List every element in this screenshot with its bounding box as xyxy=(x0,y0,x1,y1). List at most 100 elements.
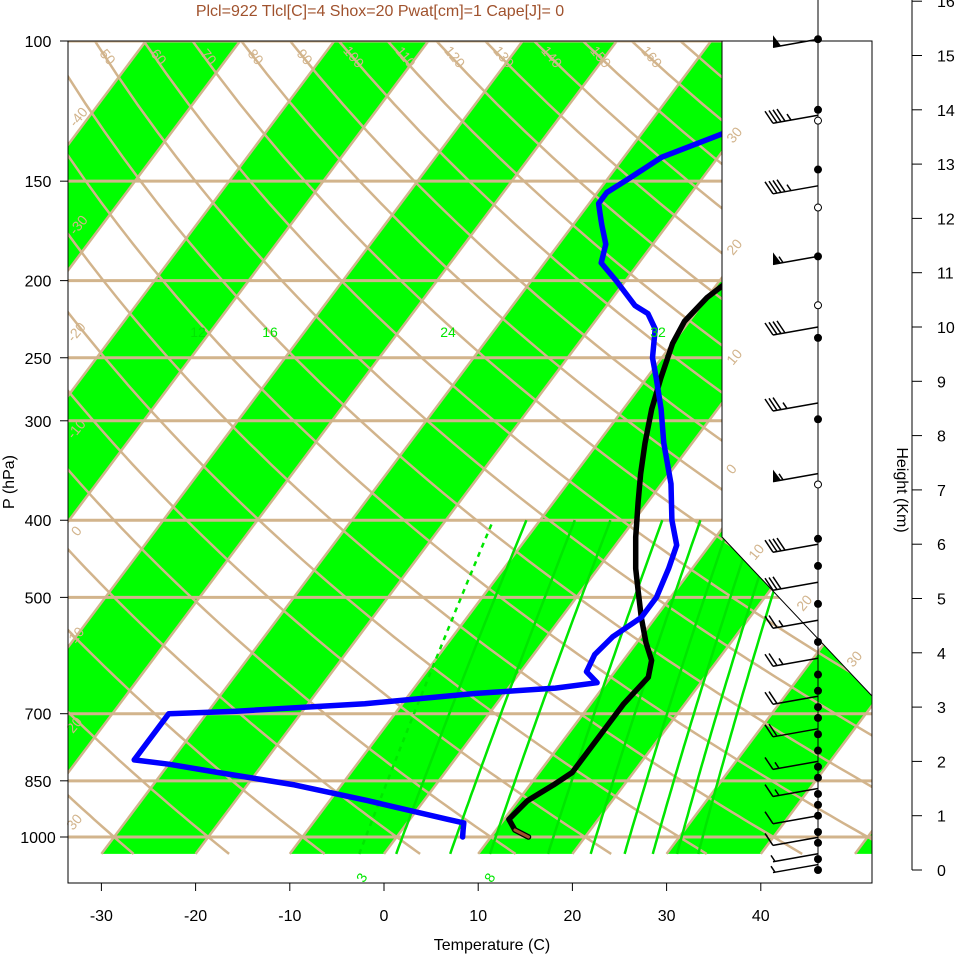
wind-barb-panel xyxy=(764,0,822,874)
height-tick-label: 9 xyxy=(937,374,946,391)
barb-flag xyxy=(776,537,786,551)
x-axis-label: Temperature (C) xyxy=(434,937,550,954)
barb-flag xyxy=(772,109,782,123)
barb-ring xyxy=(814,301,822,310)
isotherm-line xyxy=(68,41,619,775)
barb-flag xyxy=(764,724,774,738)
barb-dot xyxy=(814,773,822,782)
isotherm-line xyxy=(383,201,872,855)
wind-barb xyxy=(772,38,819,48)
dry-adiabat-line xyxy=(68,793,135,855)
height-tick-label: 14 xyxy=(937,103,955,120)
barb-dot xyxy=(814,252,822,261)
barb-flag xyxy=(768,723,778,737)
wind-barb xyxy=(772,619,819,629)
wind-barb xyxy=(772,852,819,863)
barb-flag xyxy=(772,179,782,193)
barb-half-flag xyxy=(770,854,776,862)
dry-adiabat-line xyxy=(191,41,872,638)
barb-flag xyxy=(776,179,786,193)
isotherm-line xyxy=(949,23,961,854)
isotherm-line xyxy=(0,23,65,854)
plot-mask-edge xyxy=(721,41,873,697)
dry-adiabat-line xyxy=(240,41,872,590)
height-tick-label: 8 xyxy=(937,429,946,446)
height-tick-label: 6 xyxy=(937,537,946,554)
x-tick-label: -20 xyxy=(184,908,207,925)
x-tick-label: 40 xyxy=(752,908,770,925)
isotherm-line xyxy=(759,703,872,855)
isotherm-line xyxy=(571,452,872,855)
x-tick-label: -30 xyxy=(90,908,113,925)
dry-adiabat-line xyxy=(68,310,708,855)
isotherm-label: -20 xyxy=(64,319,89,345)
mixing-ratio-line xyxy=(546,519,664,855)
height-tick-label: 11 xyxy=(937,266,954,283)
barb-flag xyxy=(764,756,774,770)
height-tick-label: 13 xyxy=(937,157,955,174)
barb-dot xyxy=(814,855,822,864)
barb-flag xyxy=(768,615,778,628)
isotherm-line xyxy=(68,41,431,524)
x-axis: -30 -20 -10 0 10 20 30 40 xyxy=(90,883,770,925)
barb-flag xyxy=(768,653,778,666)
x-tick-label: 20 xyxy=(564,908,582,925)
barb-flag xyxy=(764,811,774,825)
mixing-ratio-line xyxy=(675,519,779,855)
y-tick-label: 400 xyxy=(25,513,52,530)
temperature-line xyxy=(506,171,872,840)
barb-half-flag xyxy=(778,620,784,627)
y-tick-label: 200 xyxy=(25,274,52,291)
dry-adiabat-line xyxy=(289,41,872,543)
dry-adiabat-line xyxy=(68,628,326,855)
mixing-ratio-line xyxy=(623,519,732,855)
barb-flag xyxy=(772,321,782,334)
height-tick-label: 12 xyxy=(937,211,955,228)
y-tick-label: 250 xyxy=(25,351,52,368)
barb-flag xyxy=(764,691,774,705)
wind-barb xyxy=(772,863,819,874)
height-tick-label: 1 xyxy=(937,809,946,826)
height-tick-label: 15 xyxy=(937,49,955,66)
barb-ring xyxy=(814,480,822,489)
height-tick-label: 0 xyxy=(937,863,946,880)
barb-half-flag xyxy=(770,865,776,873)
barb-dot xyxy=(814,713,822,722)
dry-adiabat-line xyxy=(142,41,872,687)
barb-dot xyxy=(814,703,822,712)
barb-dot xyxy=(814,789,822,798)
barb-dot xyxy=(814,866,822,874)
barb-flag xyxy=(764,833,774,846)
mixing-ratio-line xyxy=(358,519,495,855)
temperature-band xyxy=(0,23,65,854)
barb-flag xyxy=(764,110,774,124)
barb-flag xyxy=(764,322,774,336)
isotherm-line xyxy=(68,41,336,399)
barb-flag xyxy=(768,577,778,590)
barb-half-flag xyxy=(782,402,788,409)
plot-mask xyxy=(722,41,874,883)
barb-ring xyxy=(814,203,822,212)
dry-adiabat-line xyxy=(68,467,517,855)
isotherm-line xyxy=(100,41,713,855)
temperature-band xyxy=(101,41,806,854)
barb-pennant xyxy=(773,252,781,265)
barb-dot xyxy=(814,415,822,424)
barb-flag xyxy=(764,398,774,412)
barb-dot xyxy=(814,762,822,771)
isotherm-line xyxy=(68,41,242,273)
mixing-ratio-line xyxy=(696,519,798,855)
dewpoint-line xyxy=(131,80,852,840)
dry-adiabat-line xyxy=(93,41,872,737)
barb-flag xyxy=(776,108,786,122)
barb-dot xyxy=(814,534,822,543)
y-tick-label: 700 xyxy=(25,707,52,724)
wind-barb xyxy=(772,728,819,738)
barb-dot xyxy=(814,561,822,570)
wind-barb xyxy=(772,255,819,266)
barb-half-flag xyxy=(786,113,792,121)
barb-flag xyxy=(764,539,774,553)
barb-ring xyxy=(814,116,822,125)
barb-dot xyxy=(814,333,822,342)
